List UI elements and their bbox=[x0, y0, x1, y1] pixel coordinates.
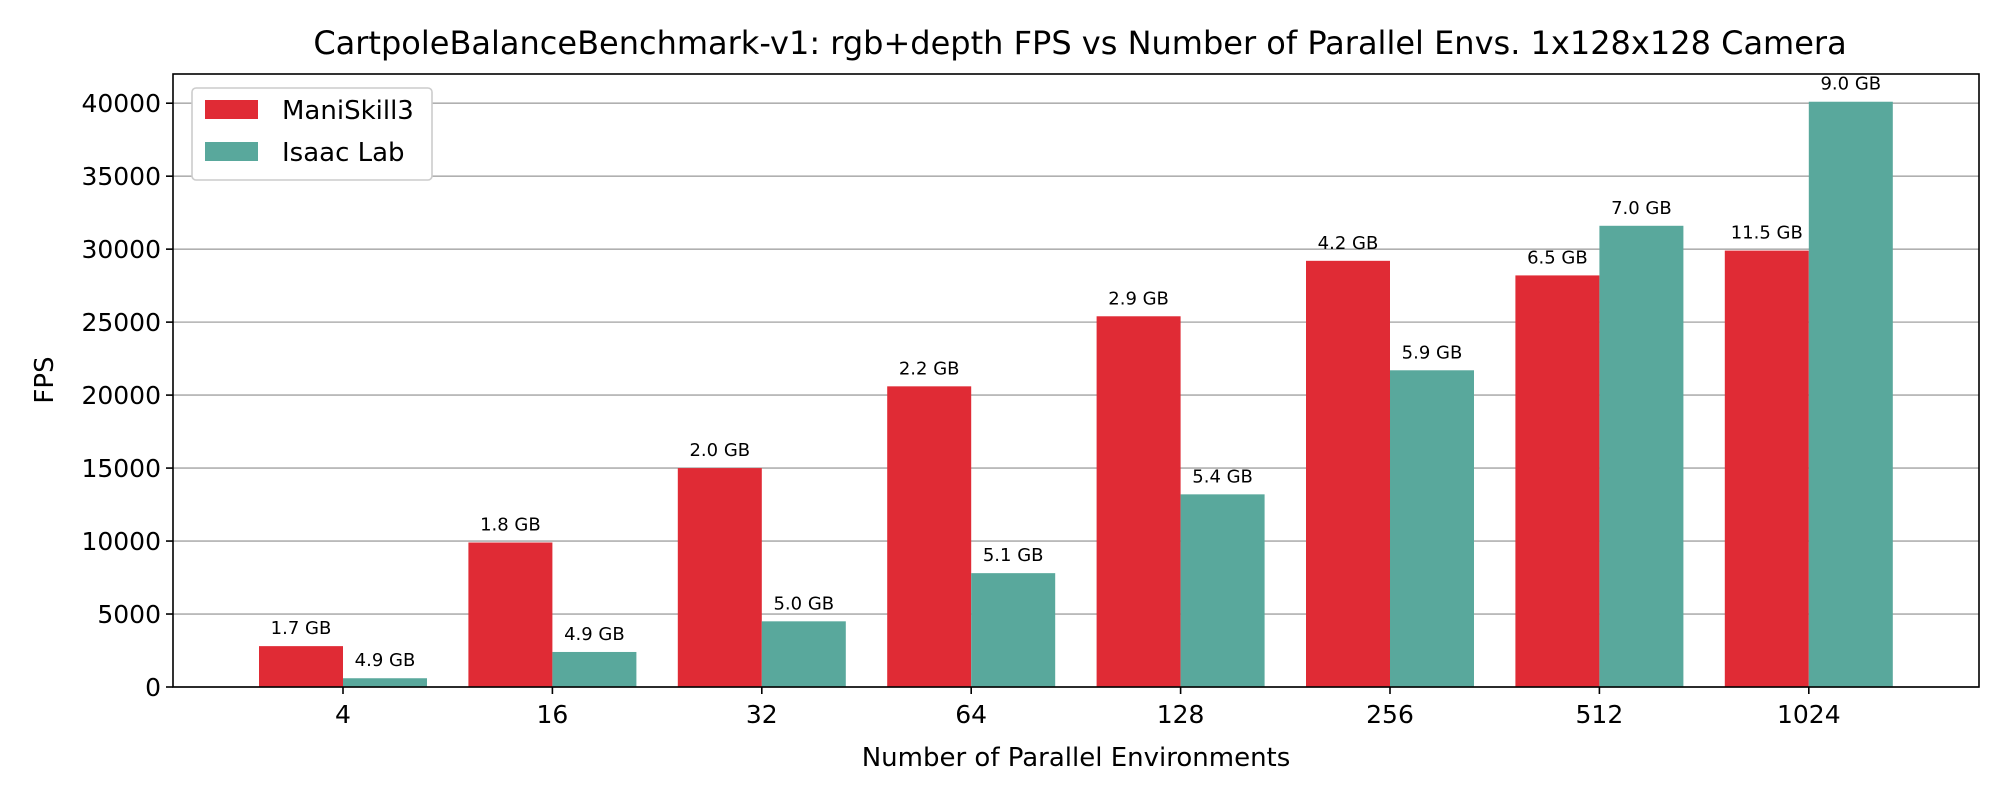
data-label-maniskill3: 2.2 GB bbox=[899, 358, 960, 379]
bar-maniskill3 bbox=[259, 646, 343, 687]
data-label-isaac-lab: 5.4 GB bbox=[1192, 466, 1253, 487]
y-tick-label: 5000 bbox=[97, 600, 161, 629]
bars bbox=[259, 101, 1893, 688]
data-label-maniskill3: 4.2 GB bbox=[1318, 233, 1379, 254]
bar-isaac-lab bbox=[1390, 370, 1474, 687]
legend: ManiSkill3 Isaac Lab bbox=[191, 87, 433, 181]
data-labels: 1.7 GB 4.9 GB 1.8 GB 4.9 GB 2.0 GB 5.0 GB 2.2 … bbox=[271, 74, 1881, 672]
data-label-isaac-lab: 5.9 GB bbox=[1402, 342, 1463, 363]
bar-maniskill3 bbox=[1306, 260, 1390, 687]
data-label-isaac-lab: 4.9 GB bbox=[564, 624, 625, 645]
bar-isaac-lab bbox=[971, 573, 1056, 687]
chart-title: CartpoleBalanceBenchmark-v1: rgb+depth F… bbox=[313, 24, 1846, 62]
y-tick-label: 15000 bbox=[81, 454, 161, 483]
x-tick-label: 512 bbox=[1576, 700, 1624, 729]
x-axis-label: Number of Parallel Environments bbox=[862, 743, 1291, 773]
data-label-maniskill3: 6.5 GB bbox=[1527, 247, 1588, 268]
gridlines bbox=[173, 102, 1979, 688]
y-tick-label: 25000 bbox=[81, 308, 161, 337]
data-label-maniskill3: 11.5 GB bbox=[1731, 223, 1803, 244]
data-label-maniskill3: 2.9 GB bbox=[1108, 288, 1169, 309]
plot-frame bbox=[172, 73, 1980, 688]
legend-swatch-isaac-lab bbox=[205, 142, 258, 161]
x-tick-label: 256 bbox=[1366, 700, 1414, 729]
data-label-maniskill3: 1.8 GB bbox=[480, 515, 541, 536]
x-tick-label: 128 bbox=[1157, 700, 1205, 729]
data-label-isaac-lab: 4.9 GB bbox=[355, 650, 416, 671]
y-tick-label: 30000 bbox=[81, 235, 161, 264]
x-tick-label: 16 bbox=[536, 700, 568, 729]
data-label-isaac-lab: 7.0 GB bbox=[1611, 198, 1672, 219]
bar-isaac-lab bbox=[1180, 494, 1265, 687]
x-tick-label: 4 bbox=[335, 700, 351, 729]
y-axis-label: FPS bbox=[30, 356, 60, 403]
y-tick-label: 10000 bbox=[81, 527, 161, 556]
bar-isaac-lab bbox=[343, 678, 427, 687]
y-tick-label: 40000 bbox=[81, 89, 161, 118]
bar-maniskill3 bbox=[1724, 250, 1809, 687]
data-label-isaac-lab: 5.0 GB bbox=[773, 593, 834, 614]
x-tick-label: 64 bbox=[955, 700, 987, 729]
data-label-maniskill3: 1.7 GB bbox=[271, 618, 332, 639]
bar-isaac-lab bbox=[552, 651, 637, 687]
data-label-isaac-lab: 5.1 GB bbox=[983, 545, 1044, 566]
x-tick-label: 1024 bbox=[1777, 700, 1841, 729]
bar-maniskill3 bbox=[1096, 316, 1181, 687]
y-tick-label: 20000 bbox=[81, 381, 161, 410]
legend-label-isaac-lab: Isaac Lab bbox=[282, 138, 405, 168]
bar-isaac-lab bbox=[1599, 225, 1684, 688]
bar-maniskill3 bbox=[887, 386, 972, 687]
bar-isaac-lab bbox=[1808, 101, 1893, 687]
bar-maniskill3 bbox=[468, 542, 553, 687]
legend-swatch-maniskill3 bbox=[205, 100, 258, 119]
y-tick-label: 35000 bbox=[81, 162, 161, 191]
bar-maniskill3 bbox=[1515, 275, 1600, 687]
x-tick-label: 32 bbox=[746, 700, 778, 729]
bar-isaac-lab bbox=[761, 621, 846, 687]
y-tick-label: 0 bbox=[145, 673, 161, 702]
data-label-isaac-lab: 9.0 GB bbox=[1820, 74, 1881, 95]
data-label-maniskill3: 2.0 GB bbox=[689, 440, 750, 461]
axis-ticks: 0 5000 10000 15000 20000 25000 30000 35000 40000… bbox=[81, 89, 1840, 729]
legend-label-maniskill3: ManiSkill3 bbox=[282, 96, 414, 126]
bar-maniskill3 bbox=[677, 468, 762, 687]
